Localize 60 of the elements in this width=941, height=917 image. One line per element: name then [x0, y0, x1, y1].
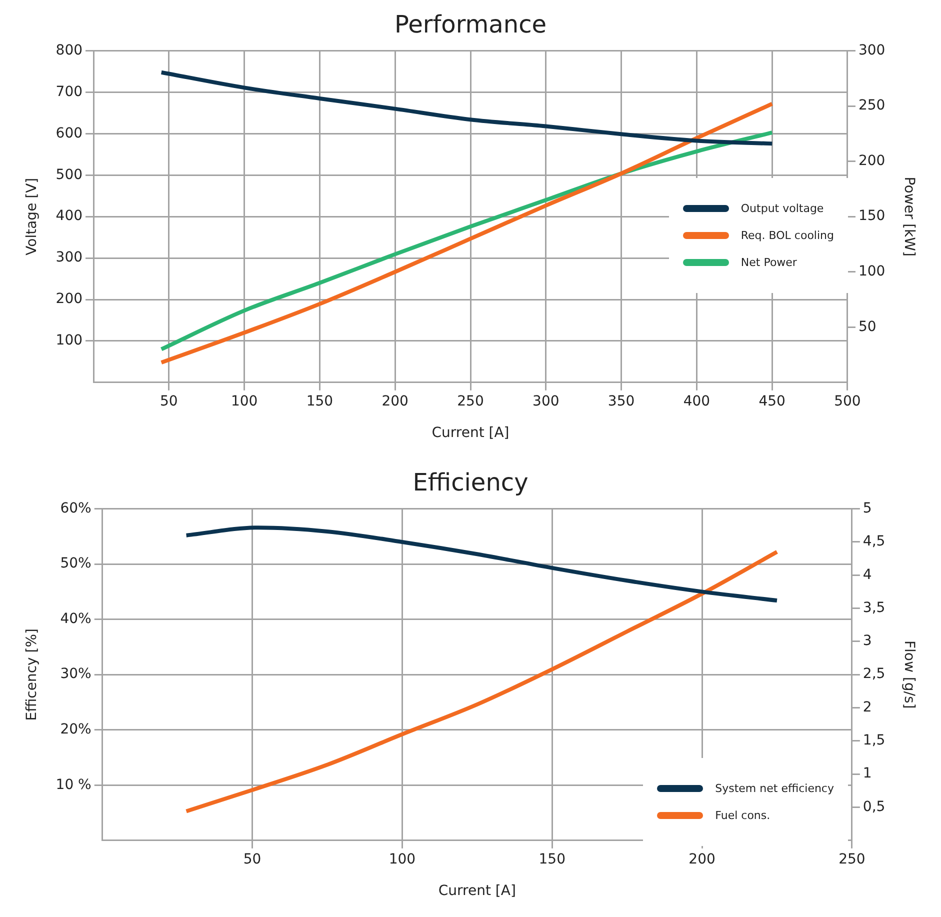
y-tick-label: 400	[56, 208, 83, 224]
line-series	[184, 526, 779, 603]
y-tick-label: 40%	[60, 610, 92, 627]
y2-tick-label: 100	[858, 264, 886, 280]
y-tick-label: 800	[56, 42, 83, 58]
x-axis-title: Current [A]	[432, 425, 510, 442]
y-tick-label: 30%	[60, 666, 92, 682]
y-tick-label: 300	[56, 250, 83, 266]
line-series	[159, 70, 774, 146]
x-tick-label: 50	[160, 393, 178, 410]
x-tick-label: 150	[306, 393, 334, 410]
chart-title: Performance	[394, 10, 547, 39]
y-axis-title: Voltage [V]	[24, 178, 40, 256]
y-tick-label: 200	[56, 291, 83, 308]
y2-tick-label: 200	[858, 152, 886, 169]
y2-axis-title: Power [kW]	[900, 176, 917, 256]
x-tick-label: 300	[532, 393, 560, 410]
x-tick-label: 100	[388, 851, 416, 868]
x-tick-label: 400	[683, 393, 710, 410]
y-tick-label: 60%	[60, 500, 92, 516]
y2-tick-label: 250	[858, 98, 886, 114]
x-tick-label: 150	[538, 851, 566, 868]
y2-tick-label: 0,5	[862, 798, 886, 815]
x-tick-label: 100	[230, 393, 258, 410]
y2-tick-label: 150	[858, 208, 886, 224]
y-tick-label: 100	[56, 332, 83, 349]
x-tick-label: 200	[688, 851, 716, 868]
y2-tick-label: 5	[862, 500, 872, 516]
legend-label: Fuel cons.	[715, 809, 770, 822]
y-tick-label: 700	[56, 84, 83, 100]
legend-label: Req. BOL cooling	[740, 229, 834, 242]
y2-tick-label: 3,5	[862, 600, 886, 616]
y-tick-label: 10 %	[56, 776, 92, 793]
x-tick-label: 50	[243, 851, 262, 868]
x-tick-label: 350	[608, 393, 635, 410]
y2-tick-label: 300	[858, 42, 886, 58]
legend-label: Output voltage	[740, 202, 824, 215]
y2-tick-label: 4	[862, 566, 872, 583]
y2-tick-label: 3	[862, 633, 872, 650]
y2-tick-label: 1,5	[862, 732, 886, 749]
y-tick-label: 50%	[60, 556, 92, 572]
x-tick-label: 450	[758, 393, 786, 410]
x-tick-label: 200	[382, 393, 408, 410]
y2-tick-label: 2,5	[862, 666, 886, 682]
x-tick-label: 500	[834, 393, 861, 410]
x-axis-title: Current [A]	[438, 883, 516, 900]
y-tick-label: 600	[56, 125, 83, 142]
y2-tick-label: 2	[862, 699, 872, 716]
y-tick-label: 20%	[60, 722, 92, 738]
y-axis-title: Efficency [%]	[24, 628, 40, 721]
y2-tick-label: 4,5	[862, 534, 886, 550]
x-tick-label: 250	[457, 393, 484, 410]
x-tick-label: 250	[838, 851, 866, 868]
y-tick-label: 500	[56, 166, 83, 183]
legend-label: System net efficiency	[715, 782, 834, 795]
y2-axis-title: Flow [g/s]	[900, 640, 917, 709]
legend-label: Net Power	[740, 256, 797, 269]
y2-tick-label: 50	[858, 318, 876, 335]
y2-tick-label: 1	[862, 766, 872, 782]
chart-title: Efficiency	[412, 468, 528, 497]
